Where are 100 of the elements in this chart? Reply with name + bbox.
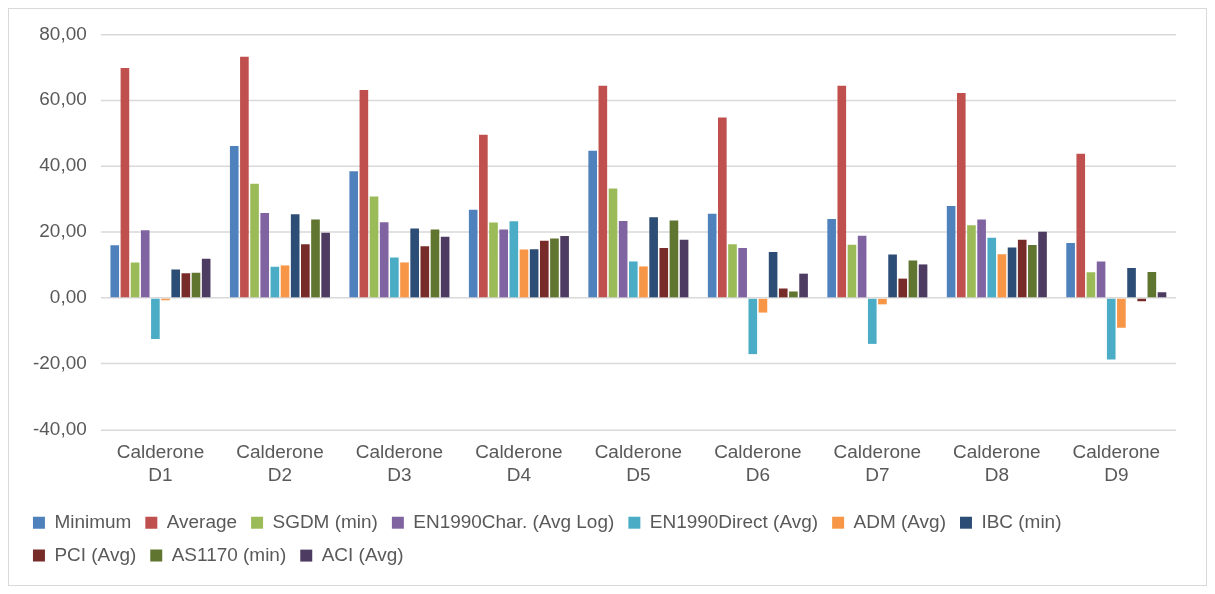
legend-label: IBC (min) [981,510,1062,532]
bar [229,146,239,298]
bar [240,56,249,298]
y-tick-label: 40,00 [39,154,87,176]
bar [260,213,270,298]
bar [440,236,450,298]
bar [738,247,747,298]
x-tick-label: Calderone D7 [833,441,922,486]
bar [748,298,758,355]
bar [290,214,300,298]
bar [560,236,569,298]
legend-label: EN1990Direct (Avg) [649,510,819,532]
bar [489,222,498,298]
bar [250,183,259,298]
bar [598,85,608,298]
bar [997,254,1007,298]
y-tick-label: 0,00 [49,286,87,308]
bar [280,265,290,298]
bar [390,257,399,298]
bar [270,266,280,298]
x-tick-label: Calderone D2 [236,441,324,486]
legend-label: ACI (Avg) [321,543,404,565]
y-tick-label: 80,00 [39,22,87,44]
bar [1076,153,1086,298]
bar [718,117,727,298]
bar [618,220,628,298]
bar [728,244,737,298]
bar [130,262,140,298]
bar [956,93,966,298]
bar [679,239,689,298]
bar [977,219,986,298]
bar [588,150,597,298]
bar [479,134,488,298]
x-tick-label: Calderone D4 [475,441,563,486]
bar [321,232,330,298]
bar [1028,244,1037,298]
legend-label: PCI (Avg) [54,543,137,565]
bar [379,222,389,298]
bar [468,209,478,298]
bar [628,261,638,298]
bar [301,244,310,298]
bar [181,273,191,298]
x-tick-label: Calderone D8 [953,441,1041,486]
bar [120,67,130,298]
bar [311,219,320,298]
bar [359,90,369,298]
y-tick-label: 60,00 [39,88,87,110]
bar [110,245,120,298]
bar [420,246,430,298]
bar [509,221,519,298]
bar [550,238,559,298]
bar [519,249,529,298]
bar [1086,272,1096,298]
x-tick-label: Calderone D6 [714,441,802,486]
bar [908,260,918,298]
bar [1038,231,1047,298]
bar [539,240,549,298]
y-tick-label: 20,00 [39,220,87,242]
bar [789,291,798,298]
bar [898,278,908,298]
bar [400,262,409,298]
legend-label: SGDM (min) [272,510,378,532]
y-tick-label: -40,00 [32,418,87,440]
bar [639,266,648,298]
bar [151,298,160,339]
bar [799,273,808,298]
bar [430,229,440,298]
x-tick-label: Calderone D5 [594,441,683,486]
y-tick-label: -20,00 [32,352,87,374]
bar [827,218,836,298]
legend-label: Average [166,510,238,532]
bar [499,229,508,298]
bar [707,213,717,298]
bar [529,249,539,298]
bar [649,217,658,298]
bar [768,251,778,298]
bar [349,171,359,298]
bar [608,188,618,298]
bar [847,244,857,298]
bar [1127,268,1136,298]
bar [659,247,669,298]
bar [1066,243,1075,298]
bar [867,298,877,344]
bar [369,196,379,298]
legend-label: ADM (Avg) [853,510,946,532]
bar [987,237,997,298]
bar [1096,261,1106,298]
x-tick-label: Calderone D9 [1072,441,1161,486]
bar [946,206,956,298]
bar [140,230,150,298]
bar [1007,247,1017,298]
bar [1117,298,1126,328]
legend-label: Minimum [54,510,132,532]
bar [201,258,211,298]
bar [1106,298,1116,360]
bar [778,288,788,298]
bar [1147,272,1157,298]
bar [410,228,419,298]
bar [669,220,679,298]
bar [171,269,181,298]
